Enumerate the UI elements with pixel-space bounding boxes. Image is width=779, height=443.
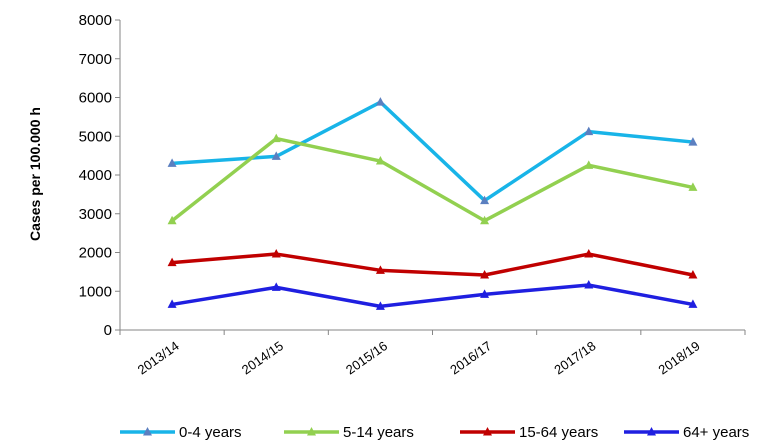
x-tick-label: 2013/14 xyxy=(135,338,182,377)
y-tick-label: 0 xyxy=(104,322,112,339)
legend-item: 0-4 years xyxy=(120,424,242,441)
data-point xyxy=(271,282,281,291)
series-line xyxy=(171,283,694,309)
y-tick-label: 7000 xyxy=(79,51,112,68)
series-3 xyxy=(167,280,698,310)
y-tick-label: 8000 xyxy=(79,12,112,29)
y-tick-label: 2000 xyxy=(79,245,112,262)
data-point xyxy=(167,158,177,167)
data-point xyxy=(480,215,490,225)
legend-marker xyxy=(307,427,316,436)
y-tick-label: 4000 xyxy=(79,167,112,184)
series-line xyxy=(171,252,694,277)
data-point xyxy=(688,182,698,191)
data-point xyxy=(375,97,385,106)
y-tick-label: 3000 xyxy=(79,206,112,223)
data-point xyxy=(480,289,490,298)
legend-marker xyxy=(647,427,656,436)
data-point xyxy=(480,269,490,279)
legend-label: 15-64 years xyxy=(519,424,598,441)
legend-label: 64+ years xyxy=(683,424,749,441)
data-point xyxy=(167,299,177,308)
legend-item: 15-64 years xyxy=(460,424,598,441)
y-tick-label: 5000 xyxy=(79,128,112,145)
legend-label: 5-14 years xyxy=(343,424,414,441)
data-point xyxy=(688,299,698,308)
data-point xyxy=(688,269,698,279)
y-ticks: 0 1000 2000 3000 4000 5000 6000 7000 8000 xyxy=(79,12,120,339)
data-point xyxy=(375,156,385,165)
series-group xyxy=(167,97,698,310)
series-line xyxy=(171,100,694,203)
data-point xyxy=(375,265,385,274)
y-tick-label: 1000 xyxy=(79,283,112,300)
legend-marker xyxy=(143,427,152,436)
legend-item: 5-14 years xyxy=(284,424,414,441)
x-tick-label: 2016/17 xyxy=(447,338,494,377)
axes xyxy=(119,20,745,331)
y-tick-label: 6000 xyxy=(79,90,112,107)
data-point xyxy=(271,249,281,258)
legend-marker xyxy=(483,427,492,436)
data-point xyxy=(167,215,177,225)
series-0 xyxy=(167,97,698,205)
data-point xyxy=(167,257,177,267)
series-1 xyxy=(167,133,698,225)
x-tick-label: 2015/16 xyxy=(343,338,390,377)
series-line xyxy=(170,136,694,223)
x-ticks: 2013/14 2014/15 2015/16 2016/17 2017/18 2018/… xyxy=(119,330,746,377)
data-point xyxy=(688,137,698,146)
legend-item: 64+ years xyxy=(624,424,749,441)
x-tick-label: 2014/15 xyxy=(239,338,286,377)
data-point xyxy=(584,249,594,258)
x-tick-label: 2018/19 xyxy=(656,338,703,377)
data-point xyxy=(271,151,281,160)
data-point xyxy=(584,280,594,289)
data-point xyxy=(480,195,490,205)
data-point xyxy=(271,133,281,143)
legend-label: 0-4 years xyxy=(179,424,242,441)
data-point xyxy=(584,126,594,136)
y-axis-label: Cases per 100.000 h xyxy=(27,107,43,241)
data-point xyxy=(375,301,385,310)
data-point xyxy=(584,160,594,169)
x-tick-label: 2017/18 xyxy=(551,338,598,377)
series-2 xyxy=(167,249,698,279)
legend: 0-4 years 5-14 years 15-64 years 64+ years xyxy=(120,424,749,441)
